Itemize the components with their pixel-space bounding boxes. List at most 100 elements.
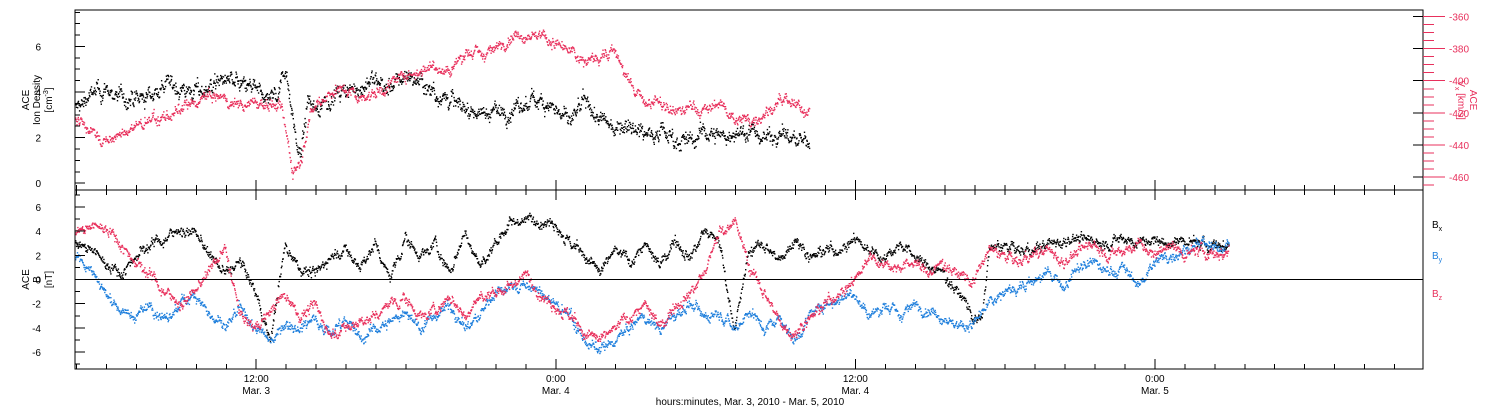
vx-series-point bbox=[495, 46, 498, 48]
vx-series-point bbox=[734, 123, 736, 125]
ion-density-series-point bbox=[119, 91, 121, 93]
ion-density-series-point bbox=[106, 86, 108, 88]
vx-series-point bbox=[496, 45, 498, 47]
bx-series-point bbox=[534, 220, 536, 223]
ion-density-series-point bbox=[543, 107, 545, 109]
vx-series-point bbox=[239, 102, 241, 104]
bx-series-point bbox=[658, 264, 660, 267]
ion-density-series-point bbox=[332, 101, 334, 103]
ion-density-series-point bbox=[474, 114, 477, 117]
ion-density-series-point bbox=[175, 86, 177, 88]
vx-series-point bbox=[670, 109, 672, 111]
ion-density-series-point bbox=[564, 111, 567, 113]
ion-density-series-point bbox=[124, 101, 127, 103]
bx-series-point bbox=[663, 255, 665, 257]
vx-series-point bbox=[234, 103, 237, 105]
vx-series-point bbox=[510, 35, 512, 37]
bx-series-point bbox=[633, 263, 635, 265]
ion-density-series-point bbox=[590, 109, 593, 111]
vx-series-point bbox=[419, 71, 421, 73]
bx-series-point bbox=[125, 266, 128, 269]
vx-series-point bbox=[353, 88, 355, 90]
ion-density-series-point bbox=[523, 108, 525, 110]
bx-series-point bbox=[456, 257, 458, 259]
bx-series-point bbox=[343, 245, 345, 248]
bx-series-point bbox=[333, 257, 335, 260]
ion-density-series-point bbox=[581, 96, 583, 98]
ion-density-series-point bbox=[307, 96, 309, 98]
bx-series-point bbox=[529, 215, 531, 217]
ion-density-series-point bbox=[542, 100, 544, 102]
bx-series-point bbox=[586, 262, 588, 264]
vx-series-point bbox=[447, 68, 449, 70]
vx-series-point bbox=[157, 120, 160, 122]
vx-series-point bbox=[624, 73, 627, 75]
bx-series-point bbox=[593, 265, 596, 267]
ion-density-series-point bbox=[275, 92, 277, 95]
ion-density-series-point bbox=[438, 101, 440, 103]
ion-density-series-point bbox=[145, 92, 147, 94]
bx-series-point bbox=[453, 266, 455, 268]
ion-density-series-point bbox=[566, 115, 568, 117]
ion-density-series-point bbox=[99, 94, 102, 97]
vx-series-point bbox=[275, 108, 277, 110]
bx-series-point bbox=[318, 266, 320, 269]
vx-series-point bbox=[487, 48, 490, 50]
ion-density-series-point bbox=[787, 138, 789, 140]
ion-density-series-point bbox=[577, 103, 580, 106]
ion-density-series-point bbox=[236, 76, 238, 78]
vx-series-point bbox=[658, 100, 661, 103]
ion-density-series-point bbox=[228, 80, 231, 82]
vx-series-point bbox=[514, 31, 516, 33]
ion-density-series-point bbox=[401, 83, 403, 85]
vx-series-point bbox=[647, 104, 649, 107]
bx-series-point bbox=[101, 260, 103, 262]
vx-series-point bbox=[699, 117, 701, 119]
bx-series-point bbox=[353, 258, 356, 260]
bx-series-point bbox=[452, 268, 454, 271]
bx-series-point bbox=[367, 258, 369, 260]
bx-series-point bbox=[514, 222, 516, 225]
bx-series-point bbox=[442, 264, 444, 267]
ion-density-series-point bbox=[467, 115, 469, 117]
ion-density-series-point bbox=[682, 136, 684, 138]
vx-series-point bbox=[338, 90, 340, 93]
vx-series-point bbox=[744, 120, 746, 122]
ion-density-series-point bbox=[190, 89, 192, 92]
vx-series-point bbox=[208, 87, 210, 90]
bx-series-point bbox=[259, 304, 261, 307]
bx-series-point bbox=[506, 224, 509, 226]
bx-series-point bbox=[574, 247, 576, 249]
bx-series-point bbox=[149, 246, 151, 248]
vx-series-point bbox=[787, 100, 790, 102]
bx-series-point bbox=[496, 241, 498, 243]
ion-density-series-point bbox=[760, 138, 763, 141]
ion-density-series-point bbox=[575, 115, 577, 117]
ion-density-series-point bbox=[518, 107, 520, 109]
vx-series-point bbox=[701, 107, 704, 110]
vx-series-point bbox=[714, 106, 716, 109]
ion-density-series-point bbox=[448, 104, 451, 107]
bx-series-point bbox=[601, 266, 603, 268]
bx-series-point bbox=[100, 257, 102, 259]
ion-density-series-point bbox=[88, 94, 91, 97]
vx-series-point bbox=[375, 95, 377, 97]
vx-series-point bbox=[151, 112, 154, 115]
vx-series-point bbox=[358, 97, 361, 99]
vx-series-point bbox=[797, 103, 799, 105]
ion-density-series-point bbox=[693, 140, 695, 142]
bx-series-point bbox=[602, 267, 604, 270]
ion-density-series-point bbox=[409, 80, 411, 82]
bx-series-point bbox=[322, 263, 324, 266]
ion-density-series-point bbox=[765, 136, 767, 138]
bx-series-point bbox=[486, 258, 488, 261]
ion-density-series-point bbox=[194, 84, 196, 86]
ion-density-series-point bbox=[614, 134, 616, 136]
ion-density-series-point bbox=[607, 124, 610, 126]
bx-series-point bbox=[279, 276, 282, 278]
vx-series-point bbox=[304, 146, 306, 148]
vx-series-point bbox=[564, 45, 567, 48]
ion-density-series-point bbox=[611, 127, 614, 129]
bx-series-point bbox=[657, 257, 659, 259]
vx-series-point bbox=[138, 121, 140, 123]
